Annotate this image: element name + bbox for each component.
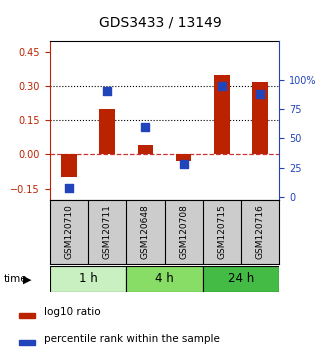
Bar	[253, 82, 268, 154]
Text: log10 ratio: log10 ratio	[44, 307, 101, 317]
Point	[66, 185, 72, 190]
Text: GSM120716: GSM120716	[256, 204, 265, 259]
Point	[105, 88, 110, 94]
Point	[257, 91, 263, 97]
Bar	[214, 75, 230, 154]
Bar	[50, 266, 126, 292]
Text: GSM120648: GSM120648	[141, 205, 150, 259]
Text: 1 h: 1 h	[79, 272, 97, 285]
Point	[181, 161, 186, 167]
Text: GSM120708: GSM120708	[179, 204, 188, 259]
Bar	[19, 341, 35, 345]
Point	[219, 83, 224, 88]
Text: time: time	[3, 274, 27, 284]
Bar	[100, 109, 115, 154]
Text: percentile rank within the sample: percentile rank within the sample	[44, 335, 220, 344]
Text: ▶: ▶	[23, 275, 32, 285]
Text: GSM120710: GSM120710	[65, 204, 74, 259]
Text: 4 h: 4 h	[155, 272, 174, 285]
Bar	[126, 266, 203, 292]
Bar	[61, 154, 76, 177]
Bar	[176, 154, 191, 161]
Text: GSM120715: GSM120715	[217, 204, 226, 259]
Text: GSM120711: GSM120711	[103, 204, 112, 259]
Point	[143, 124, 148, 130]
Text: GDS3433 / 13149: GDS3433 / 13149	[99, 16, 222, 30]
Text: 24 h: 24 h	[228, 272, 254, 285]
Bar	[203, 266, 279, 292]
Bar	[19, 313, 35, 318]
Bar	[138, 145, 153, 154]
